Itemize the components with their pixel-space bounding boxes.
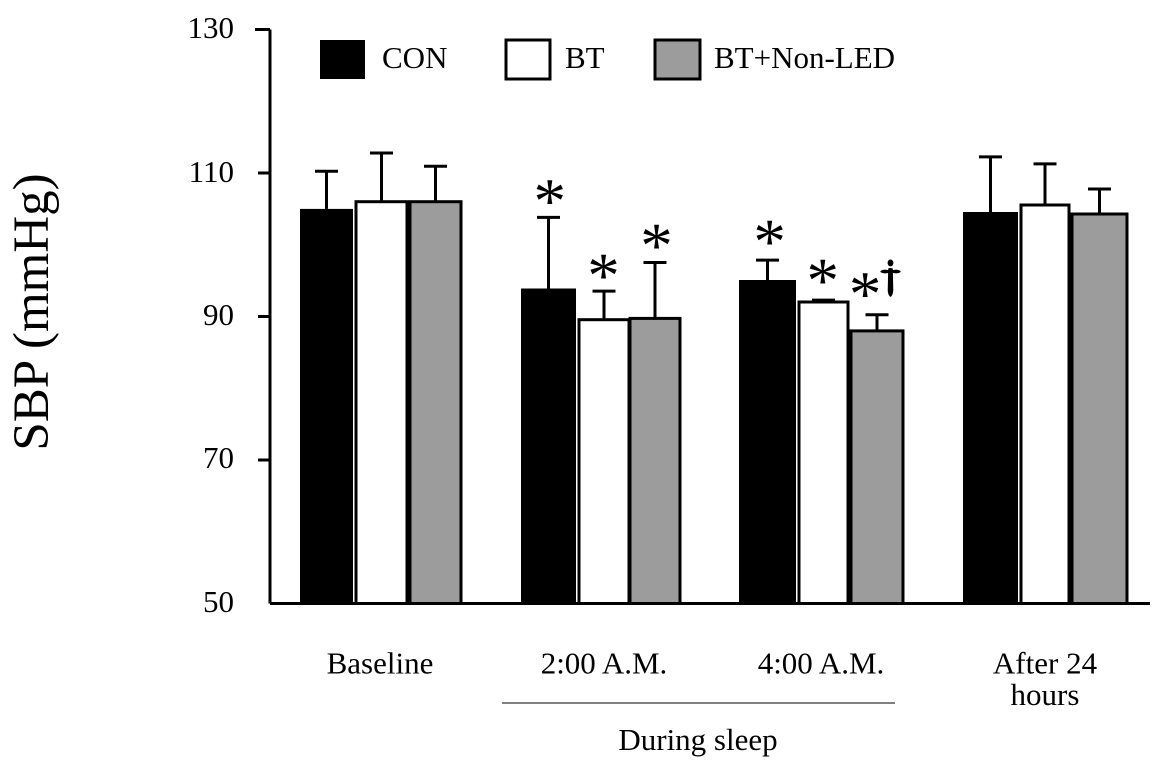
svg-text:CON: CON [382,40,447,75]
svg-text:*: * [807,245,840,317]
svg-text:*: * [849,258,882,330]
svg-text:90: 90 [203,297,234,332]
svg-text:During sleep: During sleep [618,722,777,757]
svg-text:130: 130 [188,10,235,45]
svg-text:2:00 A.M.: 2:00 A.M. [541,646,668,681]
svg-text:70: 70 [203,440,234,475]
svg-text:110: 110 [189,154,234,189]
svg-text:50: 50 [203,584,234,619]
svg-text:*: * [587,240,620,312]
svg-text:*: * [640,210,673,282]
svg-text:BT+Non-LED: BT+Non-LED [714,40,895,75]
svg-text:*: * [534,166,567,238]
svg-text:4:00 A.M.: 4:00 A.M. [758,646,885,681]
svg-text:SBP (mmHg): SBP (mmHg) [4,173,60,450]
svg-text:After 24: After 24 [993,646,1098,681]
svg-text:*: * [753,206,786,278]
svg-text:BT: BT [565,40,605,75]
svg-text:hours: hours [1011,677,1080,712]
svg-text:Baseline: Baseline [327,646,434,681]
